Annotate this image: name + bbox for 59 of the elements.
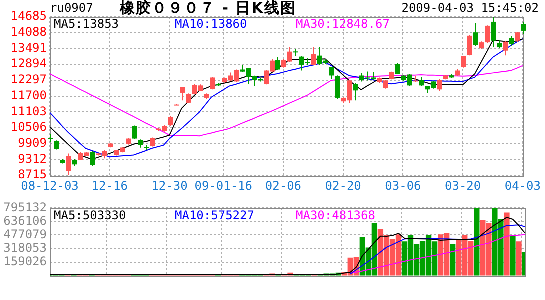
candlestick [467,34,472,56]
candlestick [275,56,280,71]
candlestick [461,56,466,68]
x-tick-label: 02-20 [325,178,362,193]
candlestick [491,16,496,48]
y-tick-label: 795132 [4,200,47,214]
candlestick [186,93,191,104]
x-tick-label: 12-16 [92,178,128,193]
candlestick [353,82,358,102]
y-tick-label: 9909 [18,136,47,150]
y-tick-label: 477079 [4,227,47,242]
x-tick-label: 03-20 [445,178,482,193]
x-tick-label: 03-06 [385,178,422,193]
x-tick-label: 09-01-16 [194,178,253,193]
text: MA10:575227 [175,208,254,222]
bar [474,208,480,276]
candlestick [503,40,508,56]
candlestick [485,25,490,44]
y-tick-label: 11103 [10,104,47,118]
y-tick-label: 10506 [10,120,47,134]
y-tick-label: 13491 [10,40,47,55]
candlestick [335,75,340,100]
candlestick [395,62,400,76]
x-tick-label: 12-30 [152,178,188,193]
bar [450,244,456,276]
candlestick [168,115,173,127]
text: ru0907 [50,0,94,16]
candlestick [90,150,95,167]
x-tick-label: 04-03 [504,178,541,193]
candlestick [210,76,215,90]
bar [504,212,510,276]
candlestick [509,36,514,46]
y-tick-label: 159026 [4,254,47,268]
candlestick [66,153,71,176]
y-tick-label: 9312 [18,152,47,166]
candlestick [311,47,316,66]
candlestick [180,86,185,102]
y-tick-label: 14685 [10,9,47,24]
text: MA5:503330 [54,208,126,222]
candlestick [150,137,155,148]
candlestick [437,78,442,92]
x-tick-label: 02-06 [265,178,302,193]
candlestick [473,22,478,47]
bar [510,236,516,276]
y-tick-label: 14088 [10,24,47,39]
y-tick-label: 11700 [10,88,47,102]
candlestick [329,66,334,80]
text: MA30:481368 [296,208,376,222]
text: MA10:13860 [175,17,248,32]
y-tick-label: 636106 [4,214,47,228]
text: MA30:12848.67 [296,17,390,32]
candlestick [521,22,526,35]
y-tick-label: 318053 [4,240,47,255]
text: MA5:13853 [54,17,120,32]
candlestick [419,76,424,87]
y-tick-label: 12297 [10,72,47,87]
text: 2009-04-03 15:45:02 [402,0,539,16]
y-tick-label: 12894 [10,56,47,71]
chart-title: 橡胶０９０７ - 日K线图 [120,0,296,17]
